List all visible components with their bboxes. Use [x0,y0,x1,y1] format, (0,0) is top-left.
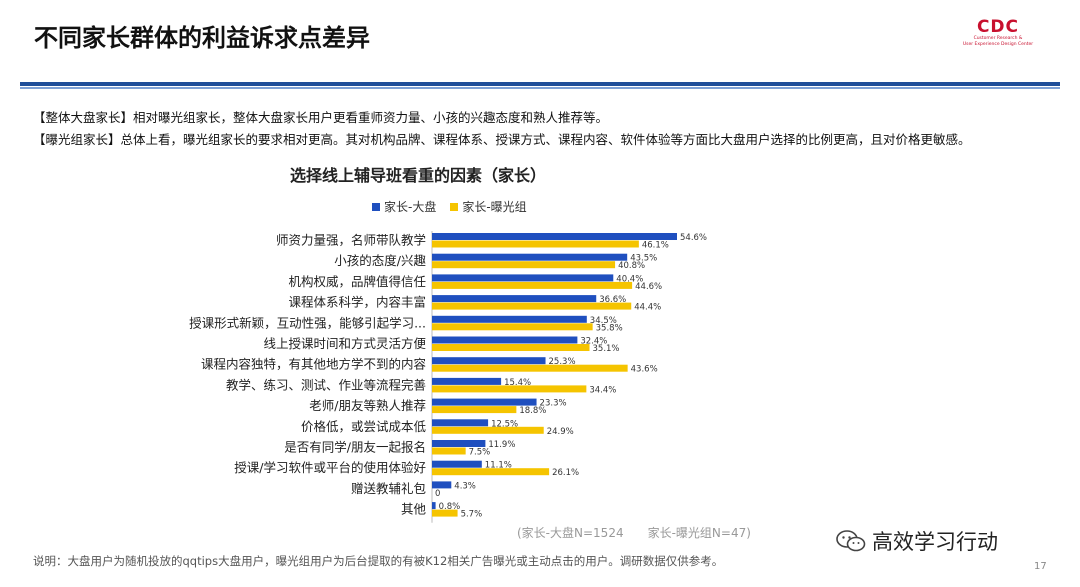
data-label-overall: 40.4% [616,274,643,284]
chart-legend: 家长-大盘 家长-曝光组 [372,198,527,215]
logo-sub-text-1: Customer Research & [973,36,1023,41]
data-label-exposure: 26.1% [552,468,579,478]
bar-overall [432,460,482,468]
page-number: 17 [1034,561,1047,572]
category-label: 课程内容独特，有其他地方学不到的内容 [201,357,426,372]
bar-overall [432,377,502,385]
data-label-exposure: 5.7% [461,510,483,520]
logo-sub-text-2: User Experience Design Center [962,42,1034,47]
bar-exposure [432,447,466,455]
data-label-overall: 54.6% [680,233,707,243]
bar-overall [432,398,537,406]
data-label-overall: 12.5% [491,419,518,429]
bar-overall [432,502,436,510]
bar-exposure [432,364,628,372]
data-label-overall: 25.3% [549,357,576,367]
category-label: 授课/学习软件或平台的使用体验好 [234,460,426,475]
bar-exposure [432,468,550,476]
bar-overall [432,419,489,427]
header-divider-light [20,87,1060,89]
category-label: 师资力量强，名师带队教学 [276,233,426,248]
summary-note-overall: 【整体大盘家长】相对曝光组家长，整体大盘家长用户更看重师资力量、小孩的兴趣态度和… [33,110,609,125]
bar-exposure [432,406,517,414]
category-label: 课程体系科学，内容丰富 [288,295,426,310]
category-label: 教学、练习、测试、作业等流程完善 [226,377,426,392]
bar-overall [432,440,486,447]
category-label: 线上授课时间和方式灵活方便 [263,336,426,351]
data-label-exposure: 43.6% [631,365,658,375]
data-label-exposure: 35.1% [593,344,620,354]
data-label-exposure: 44.4% [634,303,661,313]
sample-size-note: (家长-大盘N=1524 家长-曝光组N=47) [517,526,751,540]
data-label-overall: 23.3% [540,399,567,409]
legend-item-exposure: 家长-曝光组 [450,198,527,215]
bar-overall [432,315,587,323]
data-label-exposure: 24.9% [547,427,574,437]
bar-overall [432,481,452,489]
bar-exposure [432,385,587,393]
data-label-exposure: 0 [435,489,440,499]
data-label-overall: 32.4% [580,337,607,347]
legend-label-exposure: 家长-曝光组 [462,200,527,214]
bar-exposure [432,509,458,517]
data-label-overall: 0.8% [439,502,461,512]
watermark-text: 高效学习行动 [872,530,998,554]
legend-label-overall: 家长-大盘 [384,200,437,214]
page-title: 不同家长群体的利益诉求点差异 [34,24,370,52]
data-label-exposure: 40.8% [618,261,645,271]
bar-overall [432,274,614,282]
bar-exposure [432,240,639,248]
data-label-overall: 36.6% [599,295,626,305]
cdc-logo: CDC Customer Research & User Experience … [958,18,1038,58]
bar-overall [432,295,597,303]
category-label: 老师/朋友等熟人推荐 [309,398,426,413]
bar-overall [432,233,677,240]
bar-exposure [432,281,633,289]
category-label: 赠送教辅礼包 [351,481,426,496]
logo-main-text: CDC [976,17,1020,37]
data-label-overall: 4.3% [454,481,476,491]
data-label-overall: 11.1% [485,461,512,471]
watermark: 高效学习行动 [836,526,998,556]
bar-exposure [432,344,590,351]
legend-item-overall: 家长-大盘 [372,198,436,215]
chart-title: 选择线上辅导班看重的因素（家长） [290,166,547,185]
bar-overall [432,336,578,344]
bar-exposure [432,261,616,269]
data-label-overall: 43.5% [630,254,657,264]
category-label: 机构权威，品牌值得信任 [288,274,426,289]
bar-exposure [432,426,544,434]
bar-exposure [432,302,632,310]
legend-swatch-exposure [450,202,459,211]
footnote: 说明：大盘用户为随机投放的qqtips大盘用户，曝光组用户为后台提取的有被K12… [33,554,724,568]
data-label-exposure: 44.6% [635,282,662,292]
data-label-overall: 15.4% [504,378,531,388]
legend-swatch-overall [372,202,380,211]
bar-overall [432,253,628,261]
data-label-exposure: 34.4% [589,385,616,395]
data-label-overall: 11.9% [488,440,515,450]
header-divider [20,82,1060,86]
category-label: 其他 [401,502,427,517]
category-label: 是否有同学/朋友一起报名 [284,440,426,455]
bar-exposure [432,323,593,331]
bar-overall [432,357,546,365]
summary-note-exposure: 【曝光组家长】总体上看，曝光组家长的要求相对更高。其对机构品牌、课程体系、授课方… [33,132,971,147]
data-label-exposure: 35.8% [596,323,623,333]
wechat-icon [836,530,866,552]
category-label: 价格低，或尝试成本低 [301,419,427,434]
data-label-exposure: 7.5% [469,448,491,458]
data-label-exposure: 46.1% [642,241,669,251]
data-label-exposure: 18.8% [519,406,546,416]
category-label: 授课形式新颖，互动性强，能够引起学习... [189,315,426,330]
data-label-overall: 34.5% [590,316,617,326]
category-label: 小孩的态度/兴趣 [334,253,426,268]
